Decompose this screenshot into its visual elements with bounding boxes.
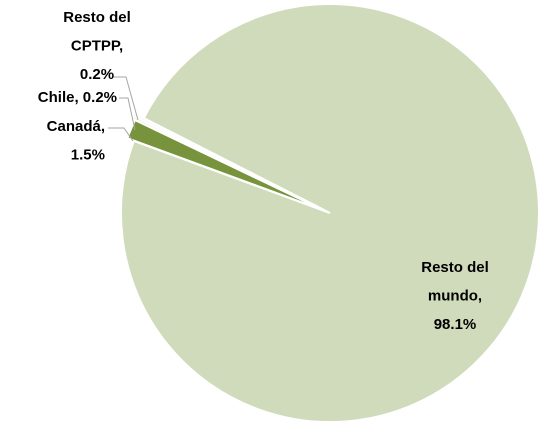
pie-slice	[131, 111, 321, 209]
data-label: Resto del	[63, 9, 131, 26]
data-label: Canadá,	[47, 118, 105, 135]
leader-line	[113, 76, 139, 121]
data-label: 1.5%	[71, 146, 105, 163]
data-label: CPTPP,	[71, 37, 123, 54]
data-label: mundo,	[428, 287, 482, 304]
pie-slice	[120, 3, 540, 423]
data-label: Resto del	[421, 259, 489, 276]
leader-line	[108, 127, 134, 142]
data-label: 98.1%	[434, 316, 477, 333]
leader-line	[119, 97, 136, 131]
data-label: Chile, 0.2%	[38, 89, 117, 106]
data-label: 0.2%	[80, 66, 114, 83]
